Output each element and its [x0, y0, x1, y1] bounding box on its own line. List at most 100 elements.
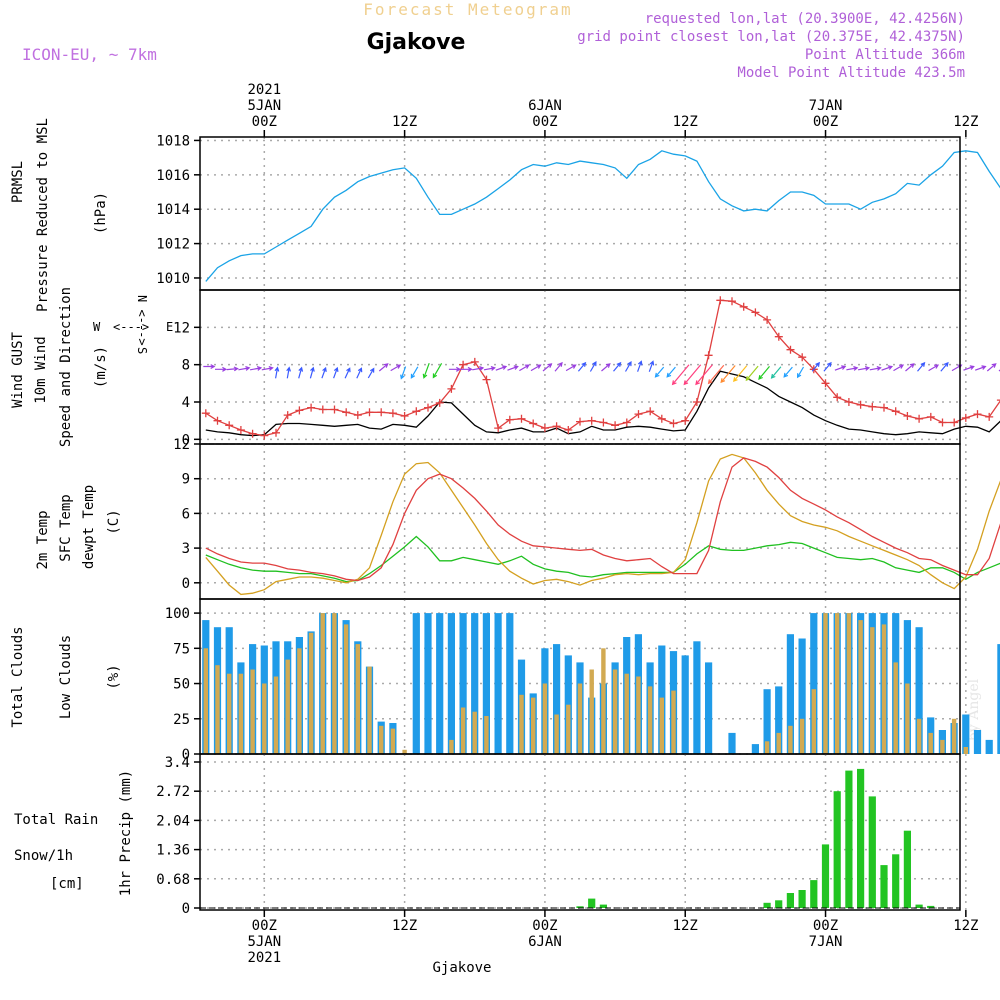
- wind-gust-marker: [307, 403, 316, 412]
- compass-west: W: [93, 320, 101, 334]
- wind-direction-arrow: [226, 366, 239, 372]
- temp-y-tick-label: 3: [182, 541, 190, 557]
- pressure-unit: (hPa): [93, 192, 109, 234]
- low-clouds-bar: [671, 690, 676, 754]
- precip-y-tick-label: 0: [182, 901, 190, 917]
- wind-gust-marker: [868, 402, 877, 411]
- wind-direction-arrow: [589, 361, 597, 372]
- wind-direction-arrow: [963, 365, 975, 371]
- low-clouds-bar: [449, 739, 454, 754]
- snow-unit-label: [cm]: [50, 876, 84, 892]
- wind-gust-marker: [225, 421, 234, 430]
- low-clouds-bar: [963, 747, 968, 754]
- low-clouds-bar: [273, 676, 279, 754]
- clouds-y-tick-label: 50: [173, 677, 190, 693]
- wind-10m-label: 10m Wind: [33, 336, 49, 403]
- wind-direction-arrow: [905, 363, 915, 372]
- low-clouds-bar: [601, 648, 606, 754]
- bottom-time-label: 2021: [247, 950, 281, 966]
- temperature-unit: (C): [106, 509, 122, 534]
- wind-direction-arrow: [460, 366, 473, 372]
- wind-gust-marker: [622, 418, 631, 427]
- wind-direction-arrow: [928, 364, 940, 372]
- temp-y-tick-label: 6: [182, 506, 190, 522]
- bottom-time-label: 00Z: [252, 918, 277, 934]
- dewpt-temp-line: [205, 535, 1000, 583]
- wind-gust-marker: [880, 403, 888, 412]
- wind-direction-arrow: [770, 366, 782, 379]
- wind-direction-arrow: [203, 364, 216, 370]
- low-clouds-bar: [858, 620, 863, 754]
- wind-gust-marker: [950, 418, 959, 427]
- pressure-line: [205, 150, 1000, 282]
- top-time-label: 00Z: [813, 114, 838, 130]
- model-point-altitude: Model Point Altitude 423.5m: [737, 65, 965, 81]
- wind-direction-arrow: [745, 365, 759, 382]
- wind-gust-marker: [669, 419, 678, 428]
- low-clouds-bar: [519, 694, 524, 754]
- low-clouds-bar: [916, 718, 922, 754]
- total-clouds-label: Total Clouds: [10, 626, 26, 727]
- wind-gust-marker: [938, 418, 947, 427]
- wind-direction-arrow: [495, 365, 508, 371]
- low-clouds-bar: [238, 673, 244, 754]
- low-clouds-bar: [788, 725, 793, 754]
- pressure-grid: [200, 137, 967, 290]
- low-clouds-bar: [870, 627, 875, 754]
- pressure-y-tick-label: 1014: [156, 202, 190, 218]
- wind-direction-arrow: [286, 366, 291, 379]
- bottom-time-label: 00Z: [813, 918, 838, 934]
- top-time-label: 00Z: [252, 114, 277, 130]
- wind-gust-marker: [786, 345, 795, 354]
- low-clouds-bar: [835, 613, 840, 754]
- wind-direction-arrow: [834, 365, 847, 371]
- wind-gust-marker: [482, 375, 491, 384]
- wind-direction-arrow: [448, 366, 462, 372]
- rain-bar: [880, 865, 888, 908]
- wind-direction-arrow: [940, 361, 949, 372]
- pressure-y-tick-label: 1012: [156, 237, 190, 253]
- wind-direction-arrow: [648, 360, 655, 372]
- wind-direction-arrow: [917, 361, 926, 372]
- wind-gust-marker: [611, 421, 620, 430]
- wind-gust-marker: [248, 429, 257, 438]
- wind-gust-marker: [926, 412, 935, 421]
- wind-gust-marker: [388, 409, 397, 418]
- wind-direction-arrow: [823, 361, 832, 372]
- clouds-panel: 0 25 50 75 100 Total Clouds Low Clouds (%): [10, 598, 1000, 763]
- low-clouds-bar: [203, 648, 208, 754]
- chart-title: Forecast Meteogram: [363, 0, 572, 19]
- rain-bar: [798, 890, 806, 908]
- wind-direction-arrow: [613, 361, 622, 372]
- precip-y-tick-label: 2.04: [156, 813, 190, 829]
- wind-direction-arrow: [654, 366, 665, 378]
- low-clouds-bar: [320, 613, 325, 754]
- low-clouds-bar: [624, 673, 629, 754]
- total-clouds-bar: [751, 744, 759, 754]
- pressure-y-ticks: 1010 1012 1014 1016 1018: [156, 133, 200, 287]
- wind-direction-arrow: [783, 366, 793, 378]
- low-clouds-bar: [554, 714, 559, 754]
- top-time-label: 12Z: [392, 114, 417, 130]
- pressure-y-tick-label: 1010: [156, 271, 190, 287]
- wind-panel: 0 4 8 12 Wind GUST 10m Wind Speed and Direc…: [10, 287, 1000, 448]
- clouds-y-tick-label: 25: [173, 712, 190, 728]
- temp-dewpt-label: dewpt Temp: [81, 485, 97, 569]
- total-clouds-bar: [775, 686, 783, 754]
- temperature-series: [205, 453, 1000, 596]
- top-time-label: 12Z: [673, 114, 698, 130]
- wind-direction-arrow: [356, 367, 363, 379]
- total-clouds-bar: [786, 634, 794, 754]
- wind-direction-arrow: [298, 366, 304, 379]
- total-rain-label: Total Rain: [14, 812, 98, 828]
- wind-y-tick-label: 4: [182, 395, 190, 411]
- total-clouds-bar: [997, 644, 1000, 754]
- temp-2m-line: [205, 457, 1000, 582]
- wind-gust-marker: [891, 407, 900, 416]
- total-clouds-bar: [471, 613, 479, 754]
- wind-gust-marker: [517, 414, 526, 423]
- wind-direction-arrow: [974, 365, 987, 371]
- total-clouds-bar: [459, 613, 467, 754]
